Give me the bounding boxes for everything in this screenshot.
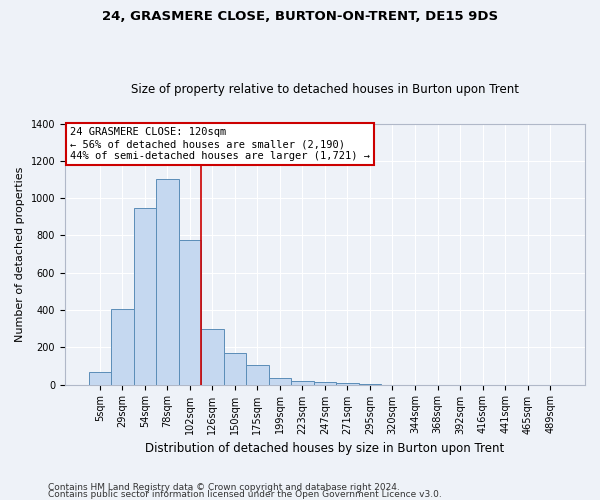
Bar — [134, 208, 156, 384]
Bar — [246, 365, 269, 384]
Text: 24 GRASMERE CLOSE: 120sqm
← 56% of detached houses are smaller (2,190)
44% of se: 24 GRASMERE CLOSE: 120sqm ← 56% of detac… — [70, 128, 370, 160]
Bar — [111, 309, 134, 384]
Text: 24, GRASMERE CLOSE, BURTON-ON-TRENT, DE15 9DS: 24, GRASMERE CLOSE, BURTON-ON-TRENT, DE1… — [102, 10, 498, 23]
X-axis label: Distribution of detached houses by size in Burton upon Trent: Distribution of detached houses by size … — [145, 442, 505, 455]
Bar — [224, 353, 246, 384]
Title: Size of property relative to detached houses in Burton upon Trent: Size of property relative to detached ho… — [131, 83, 519, 96]
Y-axis label: Number of detached properties: Number of detached properties — [15, 166, 25, 342]
Bar — [291, 381, 314, 384]
Bar — [179, 240, 201, 384]
Bar — [269, 378, 291, 384]
Bar — [336, 382, 359, 384]
Bar — [201, 328, 224, 384]
Text: Contains HM Land Registry data © Crown copyright and database right 2024.: Contains HM Land Registry data © Crown c… — [48, 484, 400, 492]
Bar — [156, 180, 179, 384]
Bar — [314, 382, 336, 384]
Text: Contains public sector information licensed under the Open Government Licence v3: Contains public sector information licen… — [48, 490, 442, 499]
Bar — [89, 372, 111, 384]
